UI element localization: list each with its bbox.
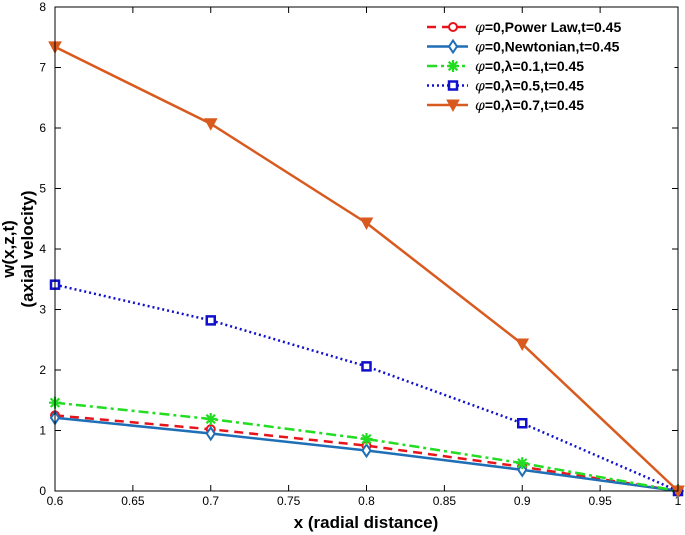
legend-marker (446, 99, 460, 113)
legend-label: φ=0,λ=0.1,t=0.45 (475, 58, 584, 75)
y-tick-label: 5 (39, 182, 46, 196)
data-point (515, 338, 530, 352)
x-tick-label: 0.8 (358, 494, 375, 508)
x-tick-label: 0.85 (433, 494, 457, 508)
data-point (204, 413, 217, 426)
data-point (516, 457, 529, 470)
y-tick-label: 1 (39, 424, 46, 438)
y-axis-title-line1: w(x,z,t) (0, 220, 18, 279)
data-point (205, 425, 216, 442)
legend-marker (447, 60, 459, 72)
plot-frame (54, 6, 679, 492)
legend-marker (448, 22, 458, 32)
y-tick-label: 8 (39, 0, 46, 14)
x-tick-label: 1 (675, 494, 682, 508)
x-axis-title: x (radial distance) (294, 513, 439, 532)
y-axis-title-line2: (axial velocity) (18, 190, 37, 307)
legend-label: φ=0,λ=0.5,t=0.45 (475, 78, 584, 95)
y-tick-label: 0 (39, 484, 46, 498)
x-tick-label: 0.65 (121, 494, 145, 508)
legend-marker (447, 80, 459, 91)
x-tick-label: 0.75 (277, 494, 301, 508)
y-tick-label: 7 (39, 61, 46, 75)
x-tick-label: 0.95 (588, 494, 612, 508)
series-line (54, 283, 679, 493)
legend-label: φ=0,λ=0.7,t=0.45 (475, 97, 584, 114)
data-point (361, 442, 372, 459)
x-tick-label: 0.7 (202, 494, 219, 508)
x-tick-label: 0.6 (47, 494, 64, 508)
data-point (361, 361, 372, 372)
x-tick-label: 0.9 (514, 494, 531, 508)
legend-box (416, 15, 675, 121)
data-point (203, 118, 218, 131)
data-point (360, 432, 373, 445)
y-tick-label: 3 (39, 303, 46, 317)
y-tick-label: 4 (39, 242, 46, 256)
data-point (359, 217, 374, 231)
axis-ticks: 0.6 0.65 0.7 0.75 0.8 0.85 0.9 0.95 1 0 1 2 3 4 5 6 7 8 (39, 0, 681, 508)
data-point (517, 417, 528, 429)
y-tick-label: 2 (39, 363, 46, 377)
legend-marker (447, 38, 459, 55)
legend-label: φ=0,Power Law,t=0.45 (475, 19, 621, 36)
y-tick-label: 6 (39, 121, 46, 135)
data-point (517, 462, 528, 478)
series-layer (48, 41, 685, 499)
legend-label: φ=0,Newtonian,t=0.45 (475, 39, 620, 56)
legend: φ=0,Power Law,t=0.45 φ=0,Newtonian,t=0.45… (416, 15, 675, 121)
data-point (205, 315, 216, 326)
